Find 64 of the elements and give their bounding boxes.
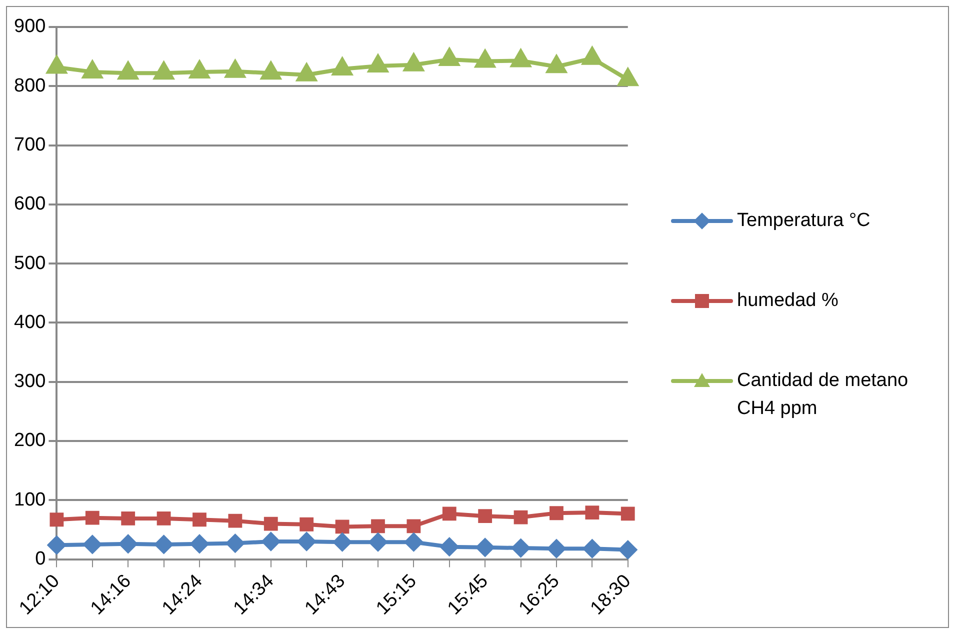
point	[85, 510, 100, 525]
point	[46, 56, 66, 74]
point	[368, 533, 387, 552]
point	[478, 509, 492, 524]
point	[225, 60, 245, 78]
point	[262, 532, 280, 551]
point	[226, 534, 244, 552]
point	[300, 517, 314, 532]
y-tick-label: 500	[14, 252, 46, 274]
point	[332, 58, 352, 76]
point	[406, 519, 421, 534]
point	[585, 506, 600, 520]
point	[50, 512, 64, 527]
point	[83, 535, 102, 554]
y-tick-label: 900	[14, 16, 46, 38]
point	[514, 510, 528, 524]
y-tick-label: 800	[14, 75, 46, 96]
point	[82, 60, 102, 78]
point	[618, 540, 637, 559]
point	[512, 539, 530, 558]
point	[371, 519, 385, 534]
point	[476, 538, 494, 556]
point	[440, 48, 460, 66]
y-tick-label: 700	[14, 134, 46, 156]
point	[154, 535, 173, 554]
point	[510, 50, 531, 68]
legend-label: humedad %	[737, 289, 838, 313]
y-tick-label: 600	[14, 194, 46, 215]
y-tick-label: 300	[14, 371, 46, 392]
point	[264, 516, 278, 531]
y-tick-label: 200	[14, 430, 46, 452]
point	[156, 512, 171, 526]
point	[118, 62, 138, 80]
point	[335, 520, 350, 534]
point	[620, 506, 635, 521]
point	[546, 56, 566, 74]
y-tick-label: 100	[14, 489, 46, 510]
point	[368, 55, 388, 73]
point	[333, 533, 352, 552]
point	[404, 533, 423, 552]
point	[119, 534, 138, 553]
point	[190, 534, 208, 553]
legend-label: Cantidad de metano CH4 ppm	[737, 369, 910, 421]
point	[190, 60, 210, 78]
point	[440, 538, 458, 556]
point	[261, 62, 281, 80]
point	[404, 54, 424, 72]
legend-label: Temperatura °C	[737, 209, 870, 233]
point	[442, 506, 456, 521]
point	[192, 512, 206, 527]
point	[550, 506, 564, 520]
y-tick-label: 0	[35, 548, 46, 570]
point	[228, 514, 242, 528]
point	[547, 540, 566, 558]
point	[48, 536, 66, 554]
point	[296, 64, 316, 82]
point	[582, 47, 602, 65]
point	[618, 68, 638, 86]
point	[298, 532, 316, 551]
point	[583, 540, 602, 558]
point	[154, 62, 174, 80]
point	[475, 50, 495, 68]
point	[121, 512, 136, 526]
y-tick-label: 400	[14, 312, 46, 333]
